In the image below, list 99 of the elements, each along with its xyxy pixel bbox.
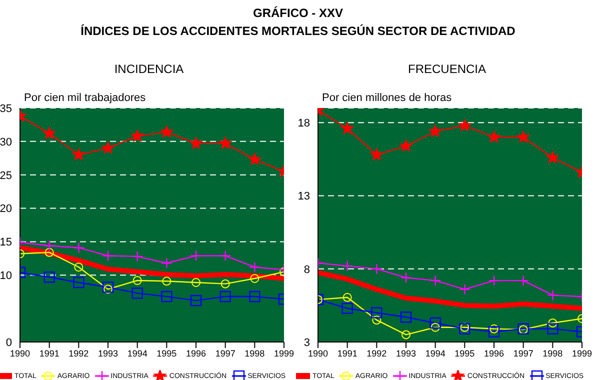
point — [429, 124, 442, 137]
point — [249, 290, 260, 302]
point — [547, 323, 558, 334]
point — [249, 262, 260, 273]
point — [220, 279, 230, 288]
point — [73, 242, 84, 254]
point — [372, 316, 382, 325]
y-tick-label: 0 — [6, 336, 12, 349]
point — [370, 148, 383, 160]
point — [132, 276, 142, 285]
x-tick-label: 1996 — [484, 348, 504, 358]
text: ÍNDICES DE LOS ACCIDENTES MORTALES SEGÚN SECTOR DE ACTIVIDAD — [80, 23, 516, 40]
point — [44, 248, 54, 257]
point — [190, 294, 202, 306]
point — [402, 330, 410, 340]
point — [73, 276, 84, 288]
x-tick-label: 1995 — [454, 348, 475, 358]
x-tick-label: 1996 — [186, 348, 206, 358]
x-tick-label: 1997 — [513, 348, 534, 358]
x-tick-label: 1991 — [337, 348, 358, 358]
point — [104, 284, 112, 294]
point — [161, 258, 172, 269]
chart-title: FRECUENCIA — [406, 62, 487, 76]
y-tick-label: 10 — [0, 270, 12, 282]
point — [132, 250, 143, 262]
x-tick-label: 1998 — [542, 348, 563, 358]
point — [460, 322, 470, 332]
point — [547, 290, 558, 301]
point — [400, 272, 412, 284]
point — [488, 274, 500, 286]
chart-title: INCIDENCIA — [113, 62, 185, 76]
point — [400, 312, 412, 323]
y-tick-label: 18 — [298, 118, 310, 130]
point — [219, 136, 232, 149]
point — [161, 290, 172, 302]
x-tick-label: 1994 — [425, 348, 446, 358]
x-tick-label: 1994 — [127, 348, 148, 358]
point — [248, 152, 261, 165]
point — [400, 140, 412, 152]
point — [342, 260, 353, 272]
x-tick-label: 1991 — [39, 348, 60, 358]
y-tick-label: 15 — [0, 236, 12, 249]
x-tick-label: 1990 — [308, 348, 328, 358]
x-tick-label: 1992 — [68, 348, 89, 358]
y-axis-title: Por cien mil trabajadores — [24, 92, 146, 104]
x-tick-label: 1997 — [215, 348, 236, 358]
point — [341, 122, 354, 134]
point — [44, 240, 55, 252]
point — [250, 274, 260, 283]
x-tick-label: 1999 — [572, 348, 592, 358]
point — [490, 324, 498, 334]
point — [430, 317, 441, 329]
x-tick-label: 1990 — [10, 348, 30, 358]
point — [72, 148, 85, 160]
point — [459, 284, 470, 295]
point — [131, 130, 144, 142]
point — [488, 130, 500, 143]
point — [342, 302, 353, 314]
y-tick-label: 3 — [304, 336, 310, 349]
x-tick-label: 1992 — [366, 348, 387, 358]
text: GRÁFICO - XXV — [252, 5, 344, 22]
point — [488, 326, 500, 338]
point — [102, 142, 114, 154]
point — [190, 136, 202, 149]
y-tick-label: 35 — [0, 102, 12, 115]
y-tick-label: 8 — [304, 264, 310, 276]
point — [459, 323, 470, 334]
point — [43, 126, 56, 139]
point — [102, 250, 114, 262]
point — [430, 274, 441, 286]
point — [548, 318, 558, 328]
point — [74, 262, 84, 272]
x-tick-label: 1998 — [244, 348, 265, 358]
point — [102, 282, 114, 293]
x-tick-label: 1999 — [274, 348, 294, 358]
point — [44, 272, 55, 283]
point — [371, 263, 382, 274]
point — [517, 130, 530, 143]
point — [458, 119, 471, 131]
point — [162, 276, 172, 286]
point — [546, 151, 559, 164]
y-tick-label: 20 — [0, 203, 12, 216]
point — [430, 322, 440, 332]
y-tick-label: 30 — [0, 136, 12, 148]
point — [220, 290, 231, 302]
point — [192, 278, 200, 287]
point — [518, 274, 529, 286]
x-tick-label: 1995 — [156, 348, 177, 358]
point — [160, 126, 173, 138]
point — [342, 292, 352, 302]
point — [371, 307, 382, 318]
y-axis-title: Por cien millones de horas — [322, 92, 452, 104]
y-tick-label: 13 — [298, 190, 310, 203]
x-tick-label: 1993 — [98, 348, 118, 358]
point — [190, 250, 202, 262]
point — [132, 288, 143, 299]
y-tick-label: 25 — [0, 170, 12, 182]
x-tick-label: 1993 — [396, 348, 416, 358]
point — [220, 250, 231, 262]
